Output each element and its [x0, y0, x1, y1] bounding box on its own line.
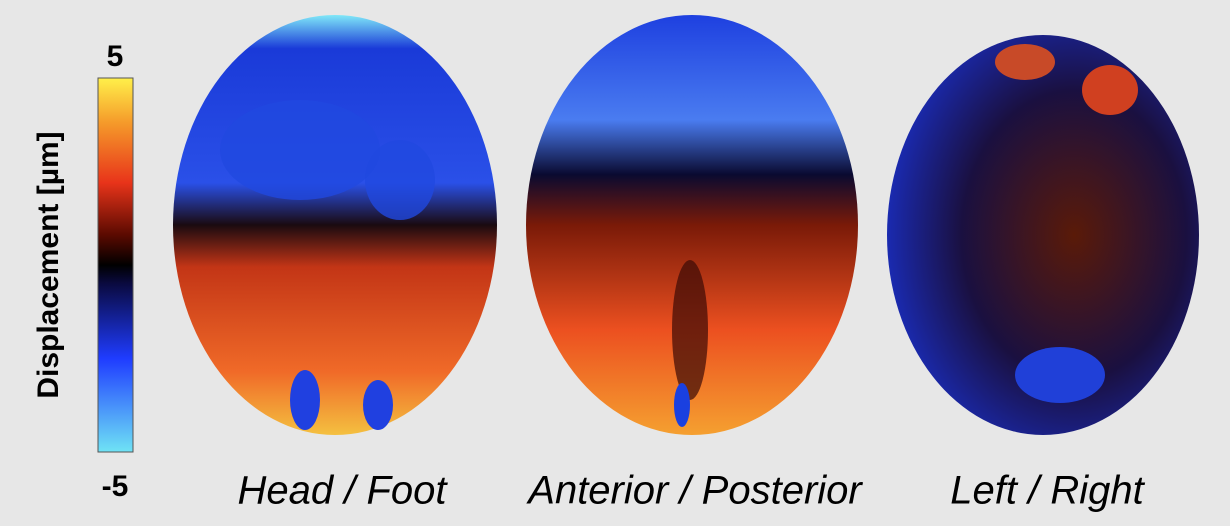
- colorbar-max: 5: [107, 40, 124, 73]
- panel-label: Anterior / Posterior: [526, 469, 863, 513]
- panel-anterior-posterior: [526, 15, 858, 435]
- colorbar: [97, 77, 134, 453]
- panel-label: Head / Foot: [237, 469, 448, 513]
- colorbar-label: Displacement [µm]: [32, 131, 65, 398]
- panel-left-right: [887, 35, 1199, 435]
- panel-head-foot: [173, 15, 497, 435]
- panel-label: Left / Right: [950, 469, 1145, 513]
- colorbar-min: -5: [102, 470, 129, 503]
